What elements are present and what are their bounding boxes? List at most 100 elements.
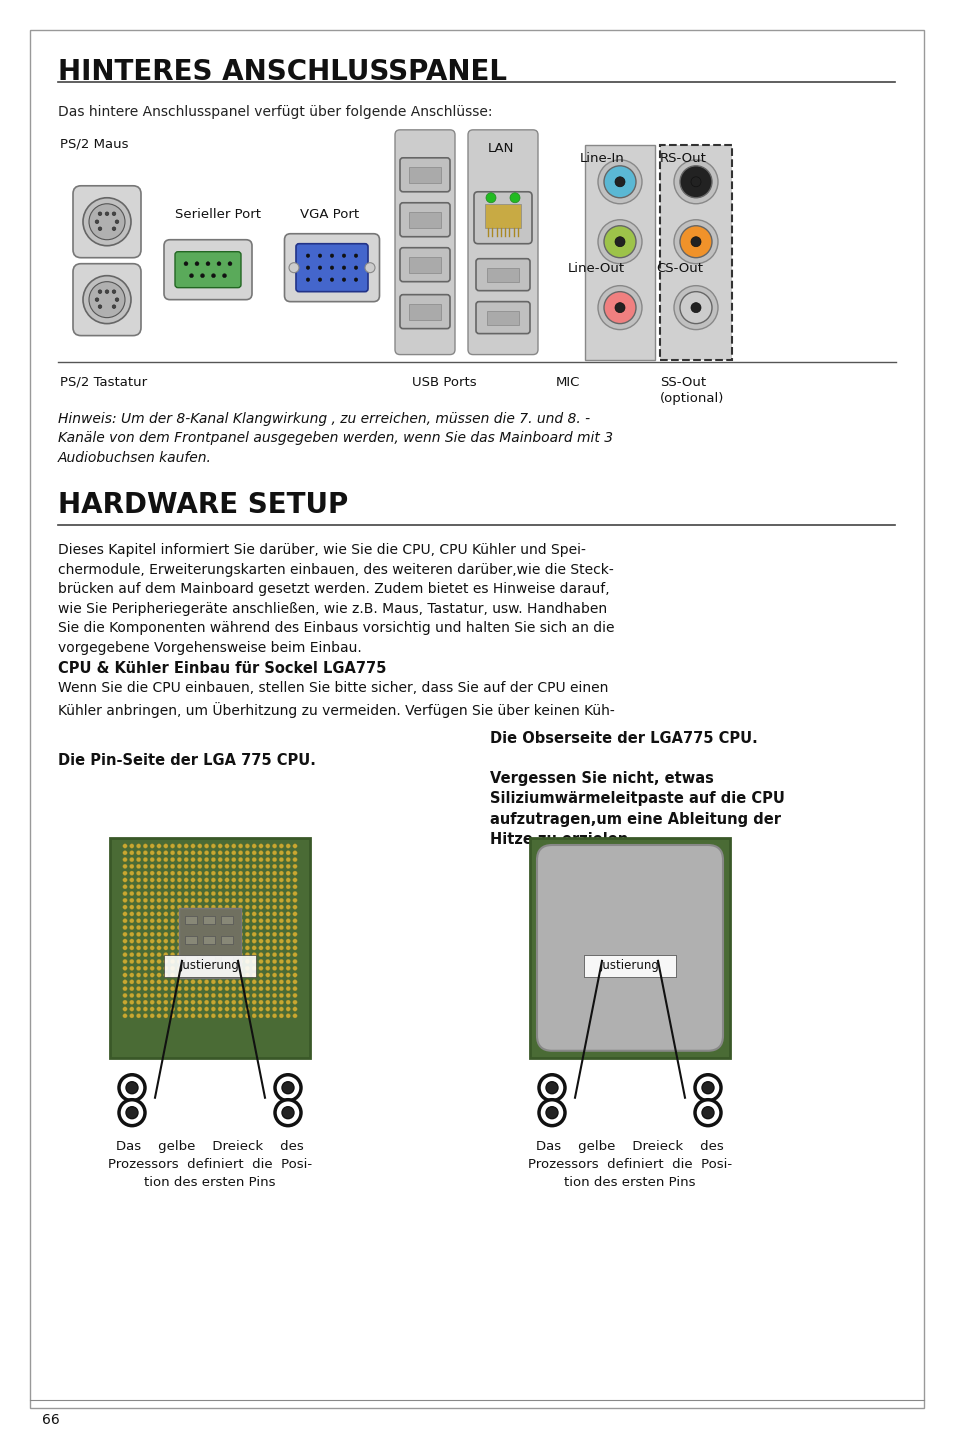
Circle shape <box>252 871 256 876</box>
Circle shape <box>163 966 168 970</box>
Circle shape <box>258 926 263 930</box>
Circle shape <box>204 877 209 881</box>
Circle shape <box>282 1082 294 1093</box>
Circle shape <box>258 986 263 990</box>
Circle shape <box>265 1007 270 1012</box>
FancyBboxPatch shape <box>530 839 729 1058</box>
Circle shape <box>286 912 290 916</box>
Circle shape <box>163 912 168 916</box>
Circle shape <box>136 932 141 936</box>
Circle shape <box>130 959 133 963</box>
Circle shape <box>485 193 496 203</box>
Circle shape <box>695 1099 720 1126</box>
Circle shape <box>163 939 168 943</box>
Circle shape <box>204 993 209 997</box>
Circle shape <box>204 980 209 985</box>
Circle shape <box>225 871 229 876</box>
Circle shape <box>112 290 115 293</box>
Circle shape <box>150 912 154 916</box>
Circle shape <box>130 904 133 909</box>
Circle shape <box>177 884 181 889</box>
Circle shape <box>218 904 222 909</box>
Circle shape <box>123 1013 127 1017</box>
Circle shape <box>130 919 133 923</box>
FancyBboxPatch shape <box>409 303 440 319</box>
Circle shape <box>184 966 188 970</box>
Circle shape <box>143 899 148 903</box>
Circle shape <box>245 857 250 861</box>
Circle shape <box>258 980 263 985</box>
Circle shape <box>197 939 202 943</box>
Circle shape <box>177 926 181 930</box>
Circle shape <box>279 857 283 861</box>
Text: LAN: LAN <box>488 142 514 155</box>
Circle shape <box>293 844 297 849</box>
Circle shape <box>273 926 276 930</box>
Circle shape <box>156 959 161 963</box>
Circle shape <box>273 877 276 881</box>
Circle shape <box>143 892 148 896</box>
Circle shape <box>171 899 174 903</box>
Circle shape <box>163 926 168 930</box>
Circle shape <box>184 932 188 936</box>
Circle shape <box>163 850 168 854</box>
Circle shape <box>191 939 195 943</box>
Circle shape <box>258 904 263 909</box>
Circle shape <box>218 892 222 896</box>
Circle shape <box>211 973 215 977</box>
Circle shape <box>232 871 235 876</box>
Circle shape <box>225 912 229 916</box>
Text: Das    gelbe    Dreieck    des: Das gelbe Dreieck des <box>536 1139 723 1152</box>
Circle shape <box>136 1007 141 1012</box>
Circle shape <box>156 966 161 970</box>
Circle shape <box>265 871 270 876</box>
Circle shape <box>123 919 127 923</box>
FancyBboxPatch shape <box>486 311 518 325</box>
Circle shape <box>258 973 263 977</box>
FancyBboxPatch shape <box>659 145 731 359</box>
Circle shape <box>191 850 195 854</box>
Circle shape <box>130 966 133 970</box>
Circle shape <box>197 864 202 869</box>
Circle shape <box>218 919 222 923</box>
Text: Justierung: Justierung <box>599 959 659 973</box>
Circle shape <box>258 939 263 943</box>
Circle shape <box>123 877 127 881</box>
Circle shape <box>184 959 188 963</box>
Circle shape <box>150 980 154 985</box>
Circle shape <box>150 939 154 943</box>
Circle shape <box>171 932 174 936</box>
Circle shape <box>265 973 270 977</box>
Circle shape <box>211 1007 215 1012</box>
Circle shape <box>136 844 141 849</box>
Text: Die Pin-Seite der LGA 775 CPU.: Die Pin-Seite der LGA 775 CPU. <box>58 753 315 768</box>
Circle shape <box>130 980 133 985</box>
Circle shape <box>171 877 174 881</box>
Circle shape <box>143 877 148 881</box>
Circle shape <box>191 986 195 990</box>
Circle shape <box>136 884 141 889</box>
Circle shape <box>238 1000 243 1005</box>
Circle shape <box>156 1013 161 1017</box>
Circle shape <box>130 912 133 916</box>
Circle shape <box>211 864 215 869</box>
Circle shape <box>673 220 718 263</box>
Circle shape <box>225 850 229 854</box>
Circle shape <box>191 864 195 869</box>
FancyBboxPatch shape <box>221 956 233 964</box>
Circle shape <box>245 871 250 876</box>
Circle shape <box>123 939 127 943</box>
Circle shape <box>690 177 700 187</box>
Circle shape <box>123 864 127 869</box>
Circle shape <box>265 986 270 990</box>
Circle shape <box>225 864 229 869</box>
Circle shape <box>143 932 148 936</box>
Circle shape <box>238 953 243 957</box>
Circle shape <box>279 980 283 985</box>
Circle shape <box>286 939 290 943</box>
FancyBboxPatch shape <box>203 916 214 924</box>
Circle shape <box>258 953 263 957</box>
Circle shape <box>197 850 202 854</box>
Circle shape <box>150 986 154 990</box>
Circle shape <box>197 973 202 977</box>
